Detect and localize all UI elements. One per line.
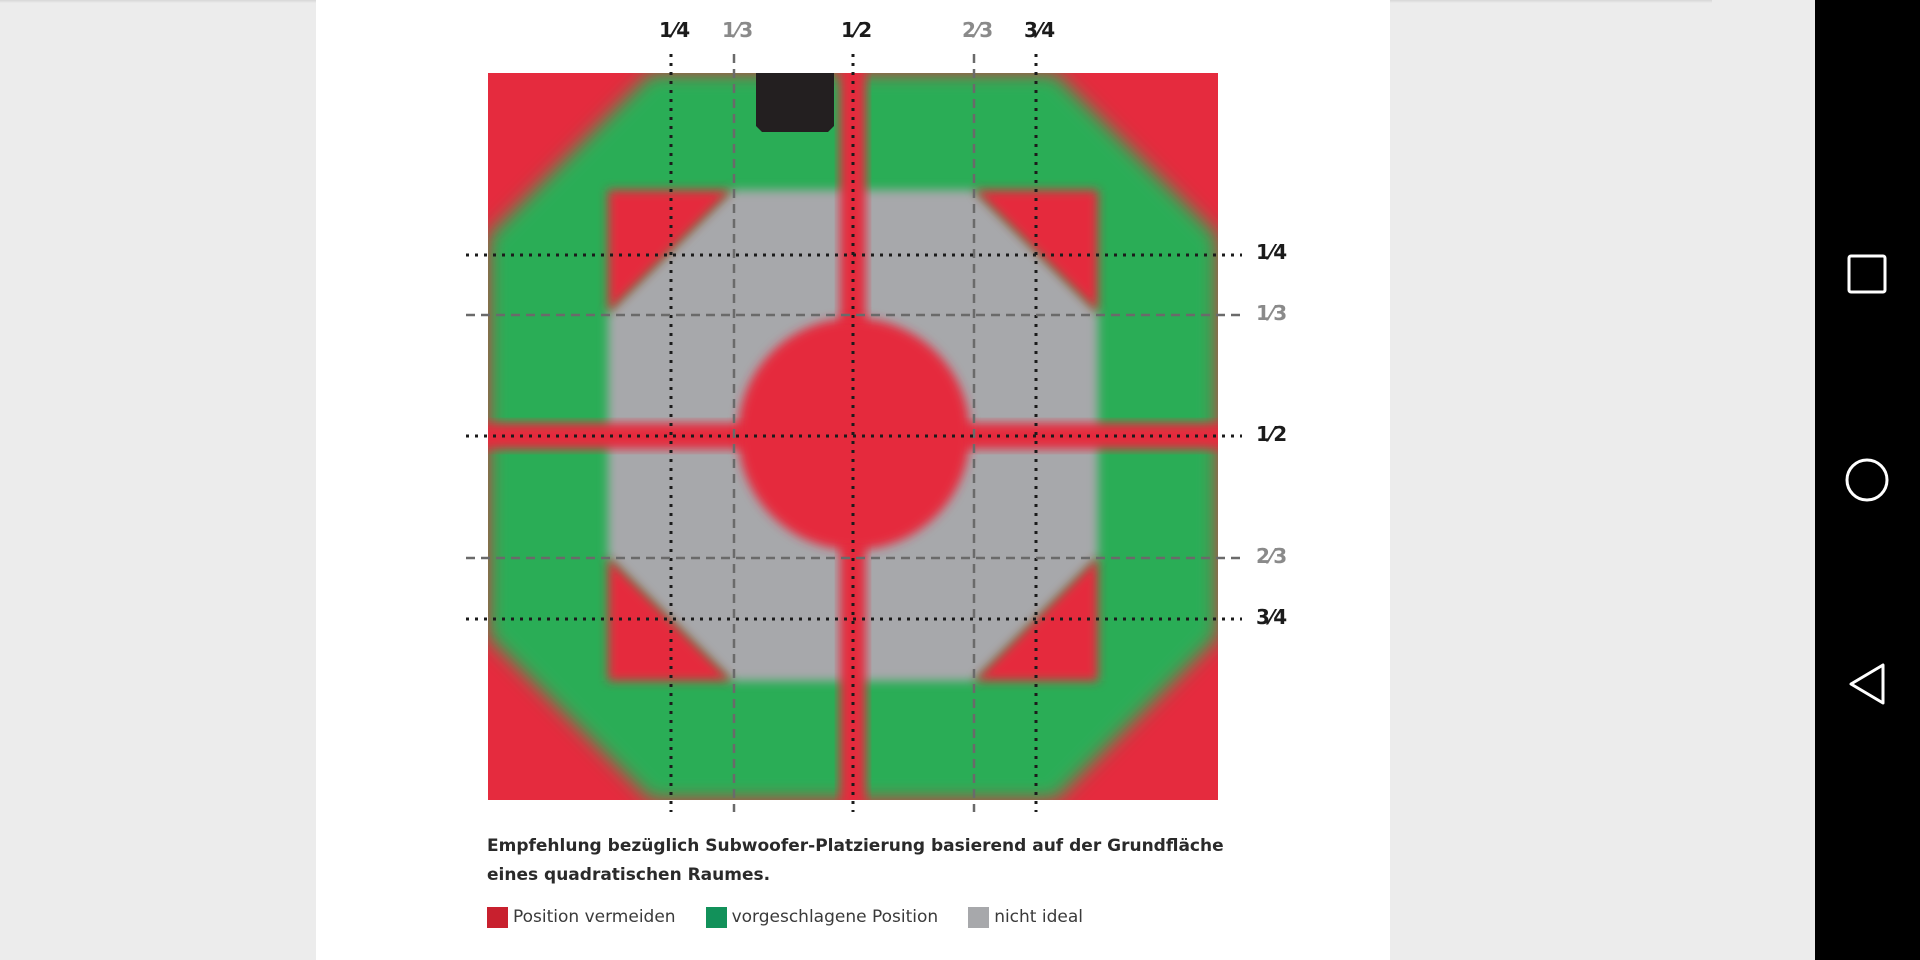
side-label-half: 1⁄2: [1256, 422, 1288, 446]
legend-item-not-ideal: nicht ideal: [968, 906, 1083, 928]
avoid-corner-br: [974, 557, 1098, 681]
avoid-corner-tl: [608, 190, 732, 313]
side-label-quarter: 1⁄4: [1256, 240, 1288, 264]
legend-label-avoid: Position vermeiden: [513, 907, 676, 927]
side-label-third: 1⁄3: [1256, 301, 1288, 325]
top-label-half: 1⁄2: [841, 18, 873, 42]
avoid-corner-tr: [974, 190, 1098, 313]
legend-label-not-ideal: nicht ideal: [994, 907, 1083, 927]
legend-swatch-avoid: [487, 906, 508, 928]
side-label-three-quarters: 3⁄4: [1256, 605, 1288, 629]
top-label-three-quarters: 3⁄4: [1024, 18, 1056, 42]
document-page[interactable]: 1⁄4 1⁄3 1⁄2 2⁄3 3⁄4 1⁄4 1⁄3 1⁄2 2⁄3 3⁄4 …: [316, 0, 1390, 960]
back-button[interactable]: [1837, 654, 1897, 714]
android-navigation-bar: [1815, 0, 1920, 960]
triangle-back-icon: [1849, 663, 1885, 705]
diagram-svg: [466, 54, 1242, 812]
legend: Position vermeiden vorgeschlagene Positi…: [487, 905, 1113, 929]
legend-item-suggested: vorgeschlagene Position: [705, 906, 939, 928]
legend-label-suggested: vorgeschlagene Position: [731, 907, 939, 927]
avoid-corner-bl: [608, 557, 732, 681]
legend-item-avoid: Position vermeiden: [487, 906, 676, 928]
figure-caption: Empfehlung bezüglich Subwoofer-Platzieru…: [487, 836, 1224, 885]
legend-swatch-suggested: [705, 906, 727, 928]
top-label-two-thirds: 2⁄3: [962, 18, 994, 42]
subwoofer-placement-diagram: 1⁄4 1⁄3 1⁄2 2⁄3 3⁄4 1⁄4 1⁄3 1⁄2 2⁄3 3⁄4: [316, 0, 1390, 820]
top-label-quarter: 1⁄4: [659, 18, 691, 42]
side-label-two-thirds: 2⁄3: [1256, 544, 1288, 568]
square-icon: [1847, 254, 1887, 294]
home-button[interactable]: [1837, 450, 1897, 510]
circle-icon: [1845, 458, 1889, 502]
subwoofer-icon: [756, 73, 834, 132]
recents-button[interactable]: [1837, 244, 1897, 304]
legend-swatch-not-ideal: [968, 906, 990, 928]
top-label-third: 1⁄3: [722, 18, 754, 42]
